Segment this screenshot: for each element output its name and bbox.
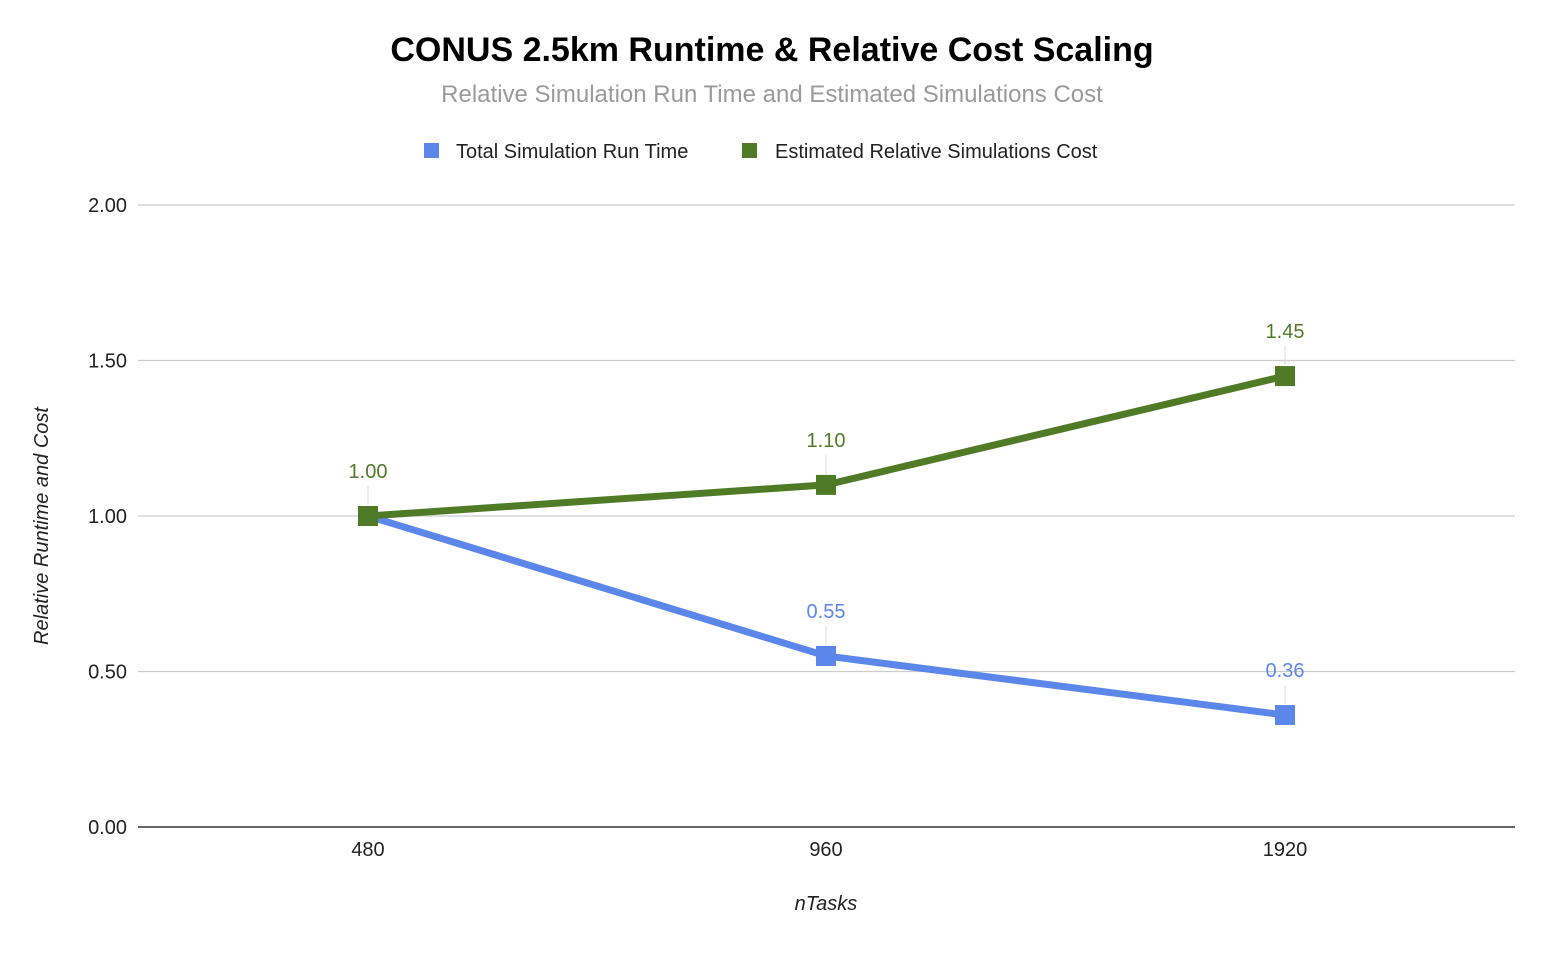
y-tick-label: 1.50 — [88, 351, 127, 373]
data-label: 0.36 — [1266, 660, 1305, 682]
data-labels: 0.55 0.36 1.00 1.10 1.45 — [349, 321, 1305, 705]
legend-label: Estimated Relative Simulations Cost — [775, 141, 1098, 163]
data-point-marker — [1275, 366, 1295, 387]
legend-swatch — [424, 143, 439, 158]
y-tick-label: 1.00 — [88, 506, 127, 528]
legend-label: Total Simulation Run Time — [456, 141, 688, 163]
data-point-marker — [816, 474, 836, 495]
chart-subtitle: Relative Simulation Run Time and Estimat… — [441, 81, 1103, 108]
x-axis-title: nTasks — [795, 893, 858, 915]
data-point-marker — [358, 506, 378, 526]
data-point-marker — [1275, 705, 1295, 726]
gridlines — [138, 204, 1515, 828]
data-label: 1.10 — [807, 430, 846, 452]
data-label: 1.45 — [1266, 321, 1305, 343]
x-tick-label: 960 — [809, 839, 842, 861]
y-axis-title: Relative Runtime and Cost — [31, 406, 53, 645]
legend: Total Simulation Run Time Estimated Relat… — [424, 141, 1098, 163]
y-tick-label: 0.00 — [88, 817, 127, 839]
y-tick-label: 0.50 — [88, 662, 127, 684]
legend-swatch — [742, 143, 757, 158]
x-tick-label: 1920 — [1263, 839, 1308, 861]
series-points — [358, 366, 1295, 726]
y-tick-label: 2.00 — [88, 195, 127, 217]
x-axis-ticks: 480 960 1920 — [351, 839, 1307, 861]
data-point-marker — [816, 645, 836, 666]
y-axis-ticks: 0.00 0.50 1.00 1.50 2.00 — [88, 195, 127, 839]
data-label: 0.55 — [807, 601, 846, 623]
x-tick-label: 480 — [351, 839, 384, 861]
data-label: 1.00 — [349, 461, 388, 483]
chart-title: CONUS 2.5km Runtime & Relative Cost Scal… — [390, 31, 1153, 69]
